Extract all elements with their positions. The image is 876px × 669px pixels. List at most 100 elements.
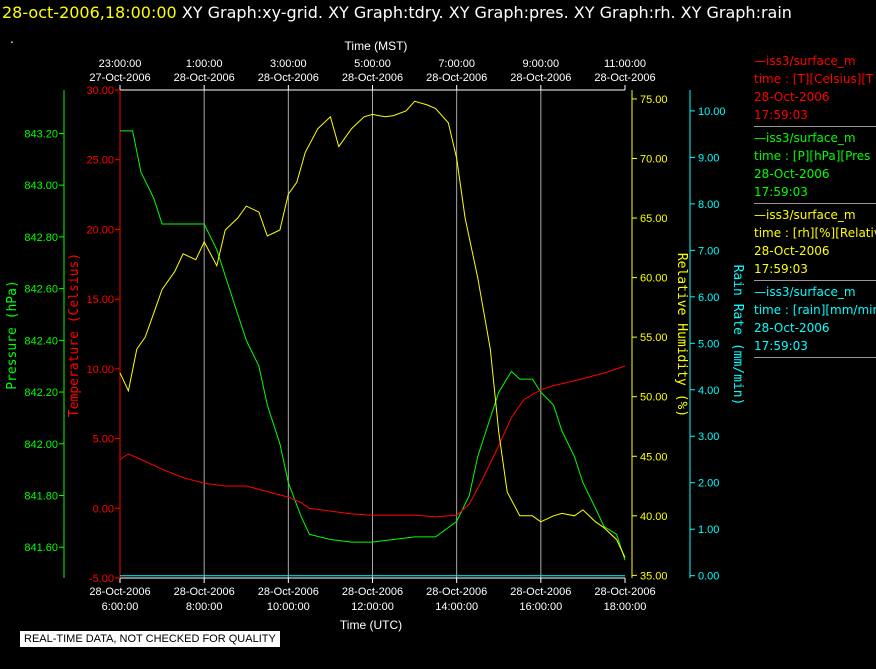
temperature-tick-label: -5.00 — [89, 573, 114, 585]
x-tick-label-top-date: 27-Oct-2006 — [89, 72, 150, 84]
humidity-axis-label: Relative Humidity (%) — [674, 253, 689, 417]
x-tick-label-top-time: 3:00:00 — [270, 58, 307, 70]
x-tick-label-top-time: 5:00:00 — [354, 58, 391, 70]
legend-entry-pressure[interactable]: —iss3/surface_m time : [P][hPa][Pres 28-… — [754, 127, 876, 204]
rain-tick-label: 9.00 — [698, 152, 719, 164]
pressure-axis-label: Pressure (hPa) — [5, 280, 20, 390]
legend-time: 17:59:03 — [754, 185, 808, 199]
humidity-tick-label: 70.00 — [640, 153, 668, 165]
humidity-tick-label: 75.00 — [640, 94, 668, 106]
legend-series-name: —iss3/surface_m — [754, 285, 856, 299]
pressure-tick-label: 842.80 — [24, 232, 58, 244]
x-tick-label-bottom-time: 6:00:00 — [102, 601, 139, 613]
pressure-tick-label: 842.00 — [24, 439, 58, 451]
legend-series-field: time : [rain][mm/min — [754, 303, 876, 317]
x-tick-label-bottom-date: 28-Oct-2006 — [342, 586, 403, 598]
x-tick-label-bottom-date: 28-Oct-2006 — [258, 586, 319, 598]
graph-name-rh: XY Graph:rh. — [573, 3, 676, 22]
rain-tick-label: 10.00 — [698, 106, 726, 118]
graph-name-xy-grid: XY Graph:xy-grid. — [181, 3, 323, 22]
temperature-tick-label: 25.00 — [86, 155, 114, 167]
x-tick-label-top-time: 11:00:00 — [604, 58, 646, 70]
temperature-series-line — [119, 365, 626, 518]
x-tick-label-bottom-date: 28-Oct-2006 — [426, 586, 487, 598]
legend-date: 28-Oct-2006 — [754, 244, 830, 258]
humidity-tick-label: 40.00 — [640, 511, 668, 523]
legend-time: 17:59:03 — [754, 108, 808, 122]
legend-entry-temperature[interactable]: —iss3/surface_m time : [T][Celsius][T 28… — [754, 50, 876, 127]
x-tick-label-top-date: 28-Oct-2006 — [174, 72, 235, 84]
legend-entry-rain[interactable]: —iss3/surface_m time : [rain][mm/min 28-… — [754, 281, 876, 358]
x-tick-label-top-date: 28-Oct-2006 — [510, 72, 571, 84]
legend-entry-humidity[interactable]: —iss3/surface_m time : [rh][%][Relativ 2… — [754, 204, 876, 281]
pressure-tick-label: 842.60 — [24, 284, 58, 296]
x-tick-label-top-time: 1:00:00 — [186, 58, 223, 70]
rain-tick-label: 2.00 — [698, 478, 719, 490]
rain-tick-label: 0.00 — [698, 571, 719, 583]
x-tick-label-bottom-time: 14:00:00 — [435, 601, 478, 613]
temperature-tick-label: 5.00 — [93, 434, 114, 446]
rain-tick-label: 5.00 — [698, 338, 719, 350]
graph-name-rain: XY Graph:rain — [680, 3, 792, 22]
x-tick-label-bottom-time: 10:00:00 — [267, 601, 310, 613]
legend-time: 17:59:03 — [754, 339, 808, 353]
axis-layer: 23:00:00 27-Oct-2006 28-Oct-2006 6:00:00 1:0… — [24, 58, 725, 613]
temperature-tick-label: 10.00 — [86, 364, 114, 376]
legend: —iss3/surface_m time : [T][Celsius][T 28… — [754, 50, 876, 358]
legend-date: 28-Oct-2006 — [754, 167, 830, 181]
graph-name-pres: XY Graph:pres. — [448, 3, 569, 22]
x-tick-label-bottom-time: 8:00:00 — [186, 601, 223, 613]
status-mark: . — [10, 32, 14, 46]
rain-tick-label: 8.00 — [698, 199, 719, 211]
humidity-tick-label: 50.00 — [640, 392, 668, 404]
pressure-series-line — [120, 130, 626, 561]
pressure-tick-label: 841.80 — [24, 491, 58, 503]
series-layer — [119, 100, 626, 577]
humidity-series-line — [119, 100, 626, 558]
x-tick-label-top-time: 23:00:00 — [99, 58, 142, 70]
humidity-tick-label: 55.00 — [640, 332, 668, 344]
x-tick-label-bottom-date: 28-Oct-2006 — [89, 586, 150, 598]
temperature-tick-label: 15.00 — [86, 294, 114, 306]
rain-tick-label: 3.00 — [698, 431, 719, 443]
temperature-tick-label: 20.00 — [86, 224, 114, 236]
pressure-tick-label: 842.20 — [24, 387, 58, 399]
humidity-tick-label: 60.00 — [640, 273, 668, 285]
grid-layer — [203, 90, 542, 578]
pressure-tick-label: 843.20 — [24, 128, 58, 140]
x-tick-label-top-time: 7:00:00 — [438, 58, 475, 70]
x-tick-label-top-date: 28-Oct-2006 — [342, 72, 403, 84]
rain-tick-label: 6.00 — [698, 292, 719, 304]
legend-series-field: time : [T][Celsius][T — [754, 72, 874, 86]
legend-series-name: —iss3/surface_m — [754, 131, 856, 145]
rain-axis-label: Rain Rate (mm/min) — [730, 265, 745, 406]
temperature-tick-label: 30.00 — [86, 85, 114, 97]
x-tick-label-top-time: 9:00:00 — [522, 58, 559, 70]
x-tick-label-bottom-time: 12:00:00 — [351, 601, 394, 613]
x-tick-label-top-date: 28-Oct-2006 — [258, 72, 319, 84]
title-bar: 28-oct-2006,18:00:00 XY Graph:xy-grid. X… — [0, 0, 876, 28]
x-tick-label-bottom-date: 28-Oct-2006 — [594, 586, 655, 598]
temperature-axis-label: Temperature (Celsius) — [67, 253, 82, 417]
rain-tick-label: 4.00 — [698, 385, 719, 397]
humidity-tick-label: 65.00 — [640, 213, 668, 225]
x-tick-label-bottom-date: 28-Oct-2006 — [174, 586, 235, 598]
humidity-tick-label: 35.00 — [640, 570, 668, 582]
legend-date: 28-Oct-2006 — [754, 321, 830, 335]
x-tick-label-bottom-time: 16:00:00 — [519, 601, 562, 613]
legend-date: 28-Oct-2006 — [754, 90, 830, 104]
pressure-tick-label: 843.00 — [24, 180, 58, 192]
humidity-tick-label: 45.00 — [640, 451, 668, 463]
legend-series-name: —iss3/surface_m — [754, 208, 856, 222]
legend-time: 17:59:03 — [754, 262, 808, 276]
x-axis-label-bottom: Time (UTC) — [340, 618, 402, 632]
legend-series-name: —iss3/surface_m — [754, 54, 856, 68]
graph-name-tdry: XY Graph:tdry. — [328, 3, 444, 22]
x-tick-label-bottom-date: 28-Oct-2006 — [510, 586, 571, 598]
x-tick-label-top-date: 28-Oct-2006 — [426, 72, 487, 84]
timestamp: 28-oct-2006,18:00:00 — [2, 3, 177, 22]
quality-notice: REAL-TIME DATA, NOT CHECKED FOR QUALITY — [20, 631, 280, 647]
x-tick-label-top-date: 28-Oct-2006 — [594, 72, 655, 84]
legend-series-field: time : [P][hPa][Pres — [754, 149, 871, 163]
